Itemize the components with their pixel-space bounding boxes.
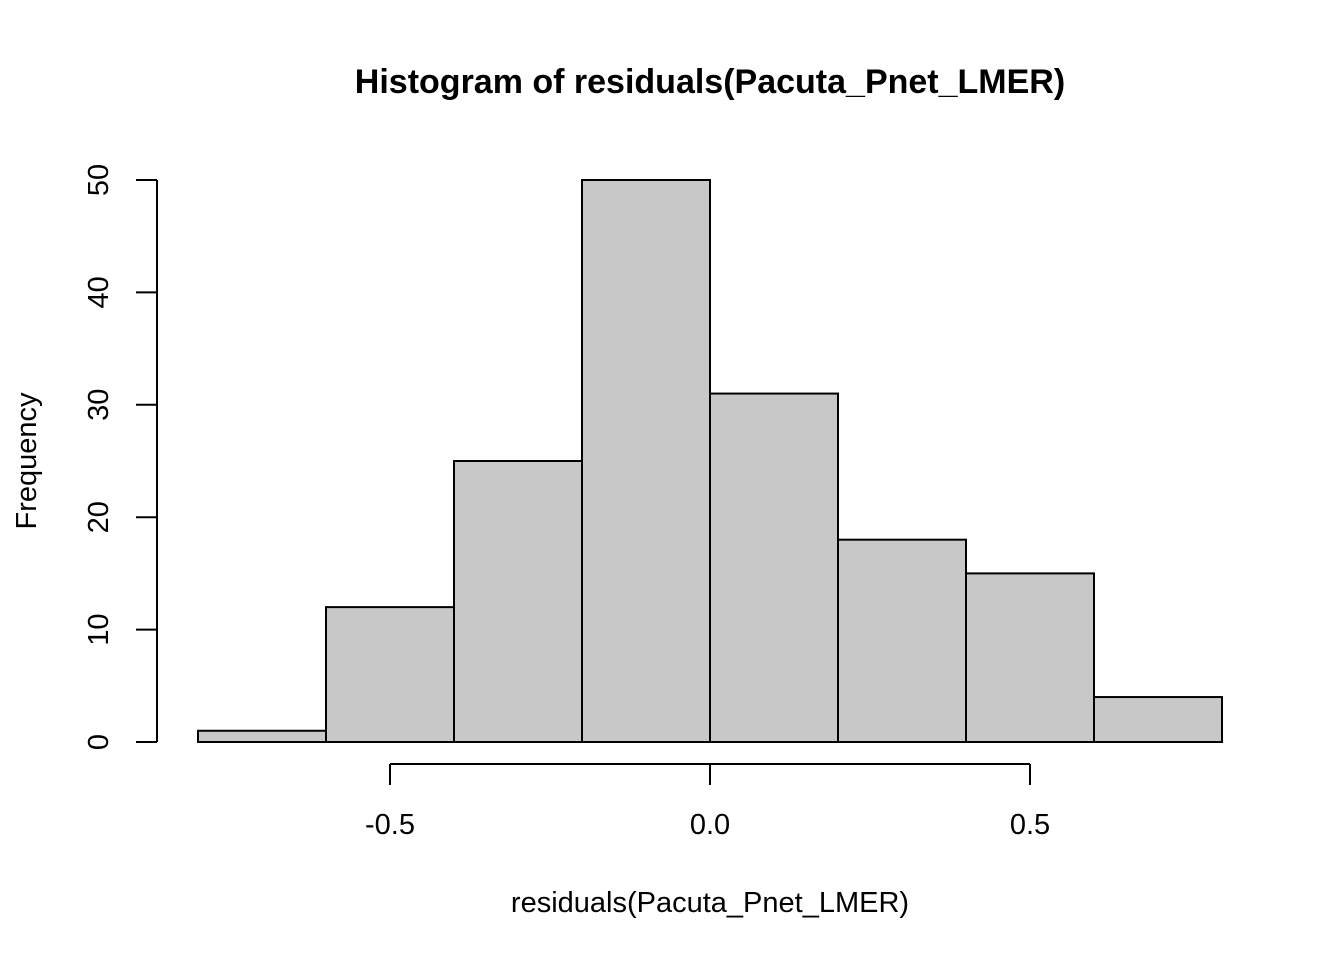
chart-title: Histogram of residuals(Pacuta_Pnet_LMER) [355, 63, 1065, 101]
y-axis: 0 10 20 30 40 50 [83, 164, 158, 750]
histogram-bar [453, 460, 583, 743]
y-tick-label: 50 [83, 164, 115, 196]
histogram-bar [709, 392, 839, 743]
histogram-bar [197, 729, 327, 744]
x-tick-label: -0.5 [365, 809, 415, 841]
y-tick-label: 40 [83, 276, 115, 308]
bars-group [197, 179, 1223, 744]
y-tick-label: 20 [83, 501, 115, 533]
x-tick-label: 0.5 [1010, 809, 1050, 841]
y-tick-label: 0 [83, 734, 115, 750]
x-tick-label: 0.0 [690, 809, 730, 841]
histogram-bar [1093, 696, 1223, 743]
y-tick-label: 10 [83, 613, 115, 645]
histogram-bar [837, 538, 967, 743]
histogram-bar [965, 572, 1095, 744]
y-tick-label: 30 [83, 389, 115, 421]
y-axis-label: Frequency [11, 392, 43, 530]
x-axis: -0.5 0.0 0.5 [365, 763, 1050, 841]
histogram-bar [325, 606, 455, 743]
histogram-bar [581, 179, 711, 743]
x-axis-label: residuals(Pacuta_Pnet_LMER) [511, 887, 909, 919]
